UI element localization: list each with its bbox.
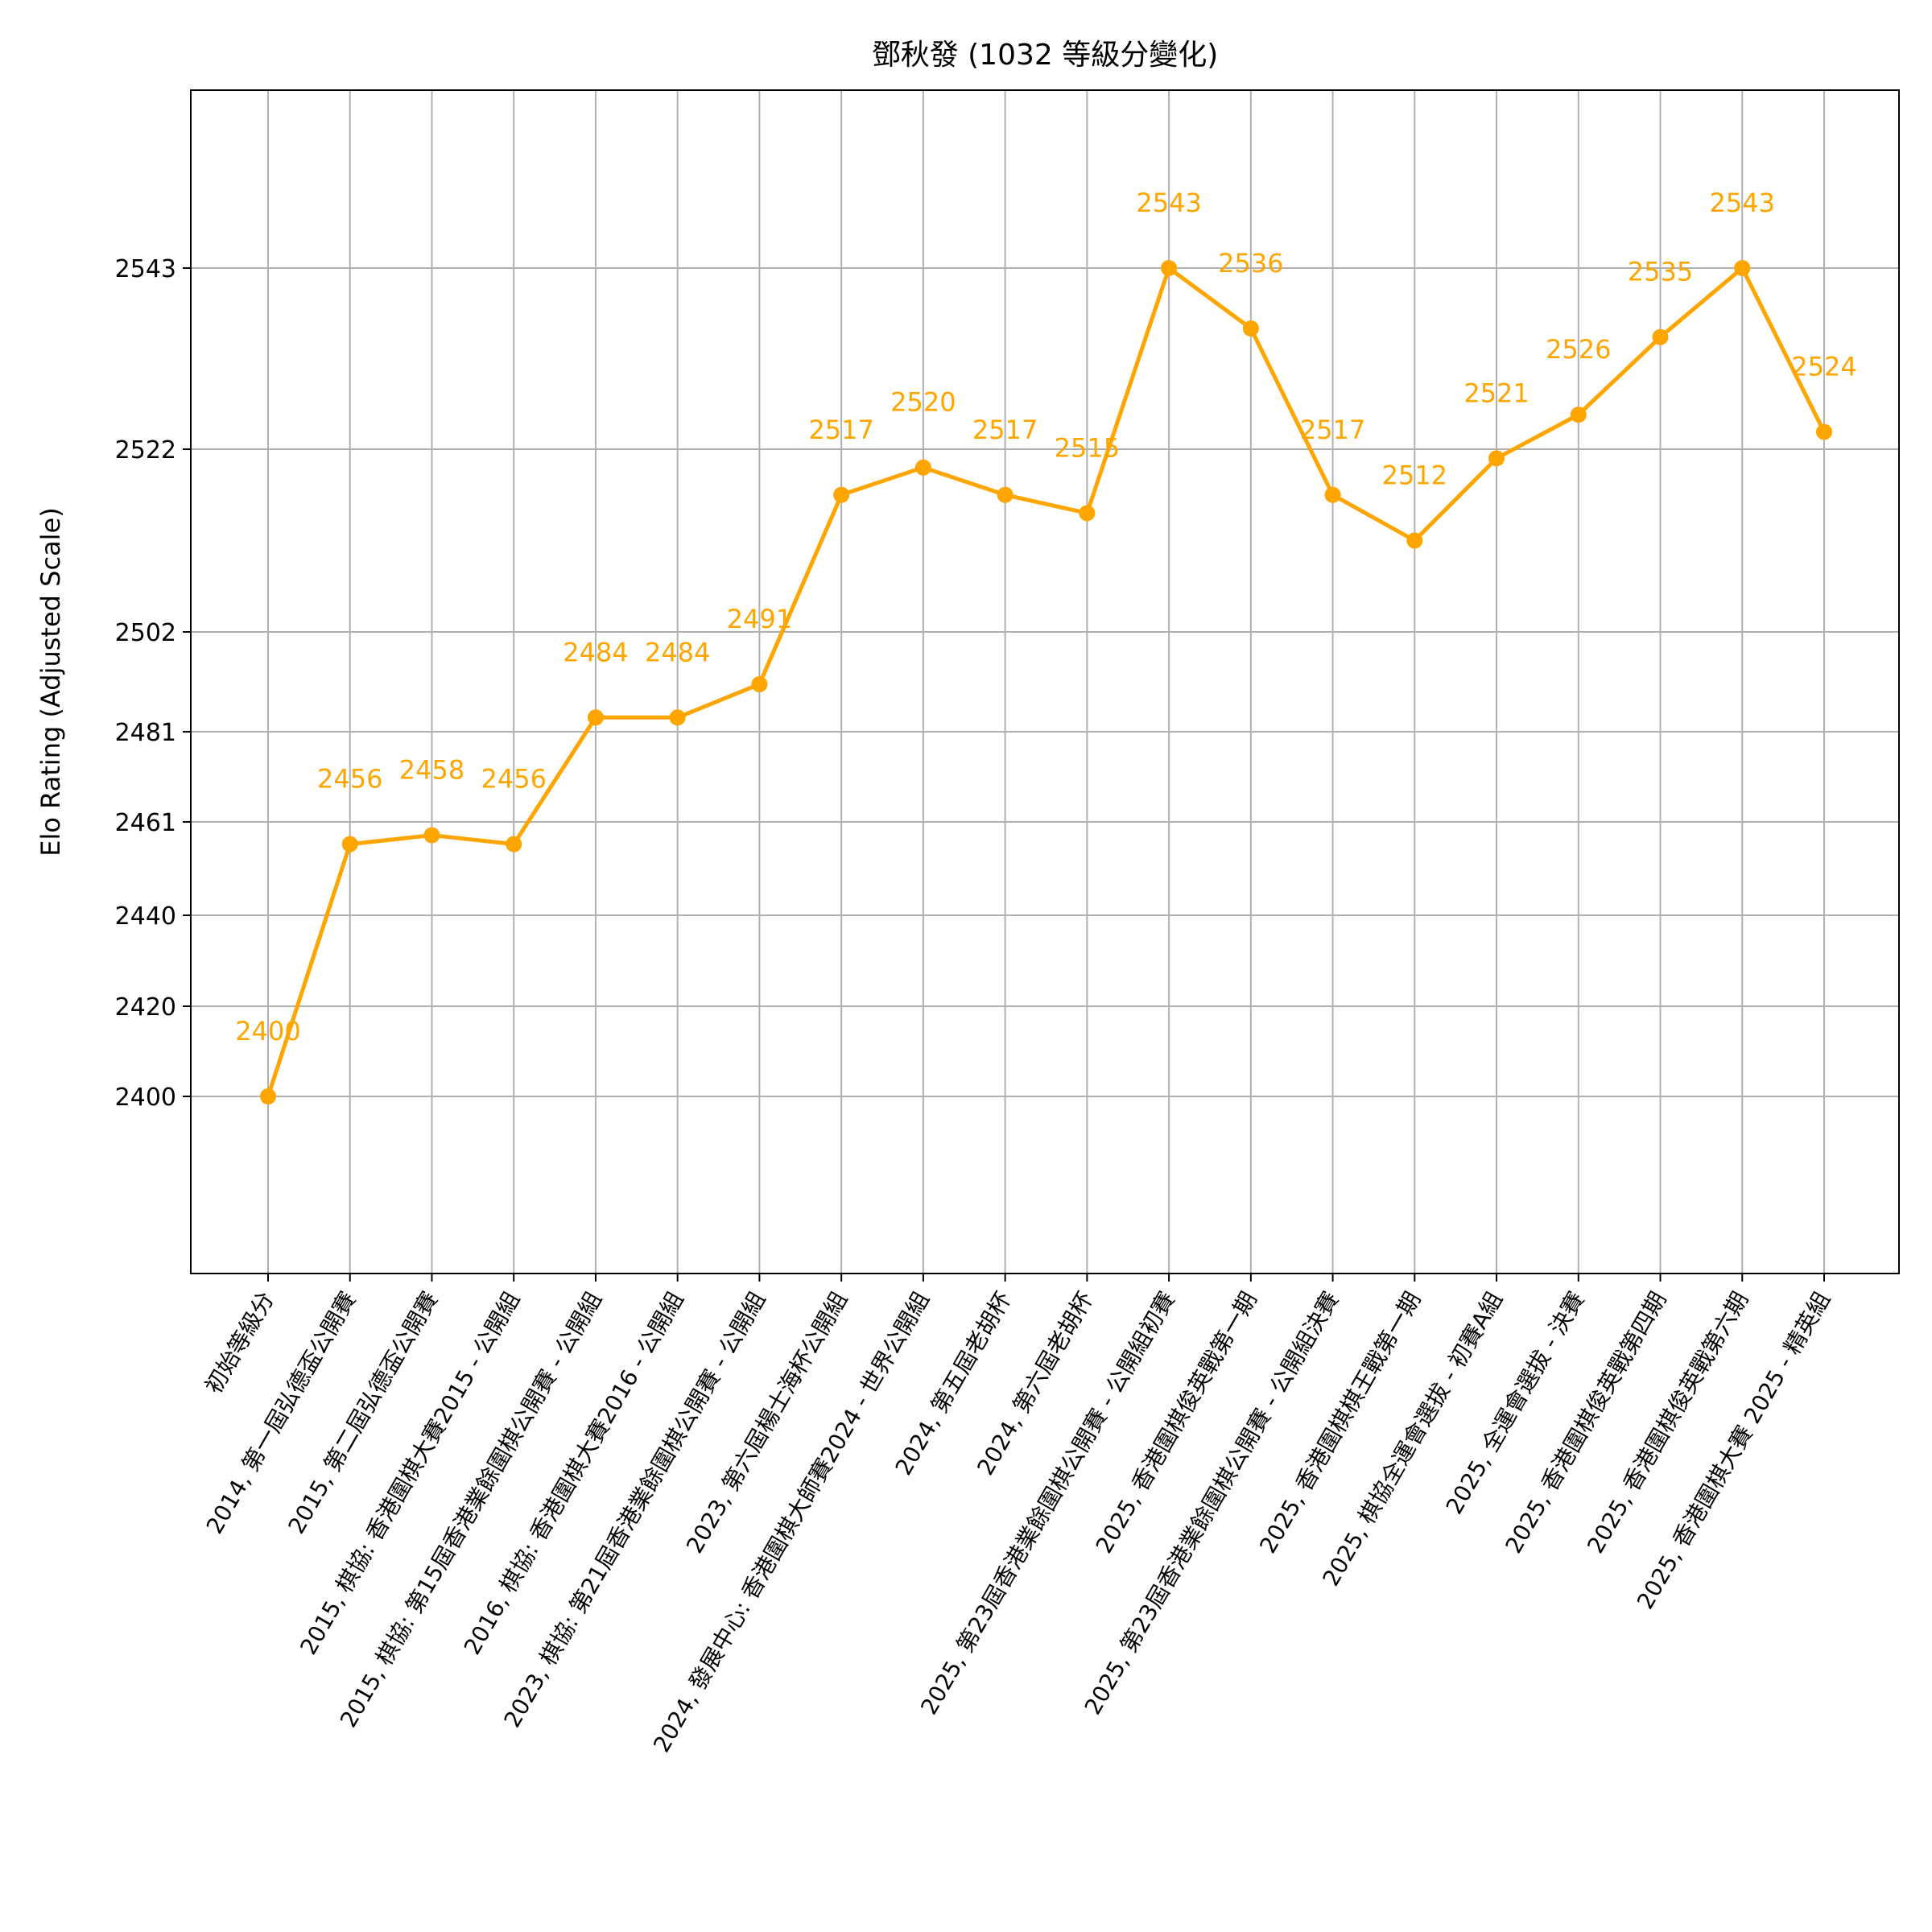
data-label: 2517 <box>808 415 873 445</box>
data-label: 2524 <box>1791 352 1856 382</box>
data-label: 2512 <box>1382 460 1447 491</box>
data-point <box>669 709 686 726</box>
grid-layer <box>191 90 1899 1274</box>
data-label: 2456 <box>481 764 546 795</box>
data-point <box>751 675 768 692</box>
data-point <box>1734 260 1751 276</box>
y-tick-label: 2543 <box>115 255 176 283</box>
data-label: 2456 <box>317 764 382 795</box>
data-point <box>423 827 440 844</box>
data-label: 2517 <box>972 415 1038 445</box>
data-label: 2535 <box>1628 257 1693 287</box>
data-point <box>587 709 604 726</box>
y-tick-label: 2481 <box>115 719 176 747</box>
data-label: 2536 <box>1218 248 1283 279</box>
y-tick-label: 2461 <box>115 809 176 837</box>
data-label: 2526 <box>1546 334 1611 365</box>
data-label: 2484 <box>645 637 710 667</box>
series-layer <box>260 260 1832 1104</box>
data-point <box>1079 505 1096 522</box>
data-point <box>1161 260 1178 276</box>
data-label: 2543 <box>1136 188 1201 218</box>
y-tick-label: 2522 <box>115 436 176 464</box>
data-label-layer: 2400 2456 2458 2456 2484 2484 2491 2517 2520 2517… <box>235 188 1856 1046</box>
data-point <box>1816 423 1832 440</box>
data-label: 2515 <box>1055 432 1120 463</box>
data-point <box>260 1088 276 1104</box>
y-tick-label: 2400 <box>115 1084 176 1112</box>
data-point <box>1652 328 1669 345</box>
y-tick-label: 2502 <box>115 619 176 647</box>
plot-frame <box>190 89 1900 1274</box>
data-point <box>997 486 1013 503</box>
data-label: 2543 <box>1710 188 1775 218</box>
data-point <box>1242 320 1259 336</box>
data-label: 2400 <box>235 1016 300 1046</box>
series-line <box>266 266 1827 1097</box>
chart-title: 鄧秋發 (1032 等級分變化) <box>872 39 1219 72</box>
data-point <box>833 486 850 503</box>
data-point <box>1324 486 1341 503</box>
data-point <box>1488 450 1505 467</box>
y-axis-label: Elo Rating (Adjusted Scale) <box>35 507 66 856</box>
data-label: 2517 <box>1300 415 1365 445</box>
data-point <box>341 836 358 852</box>
y-tick-label: 2440 <box>115 902 176 931</box>
data-label: 2484 <box>563 637 628 667</box>
data-point <box>506 836 522 852</box>
data-point <box>914 459 931 476</box>
data-label: 2521 <box>1463 378 1529 408</box>
y-tick-label: 2420 <box>115 993 176 1022</box>
y-axis-ticks: 2400 2420 2440 2461 2481 2502 2522 2543 <box>115 255 191 1112</box>
data-label: 2458 <box>399 755 464 786</box>
data-label: 2491 <box>727 604 792 634</box>
data-point <box>1570 407 1587 423</box>
data-point <box>1406 532 1423 549</box>
data-label: 2520 <box>890 387 956 418</box>
